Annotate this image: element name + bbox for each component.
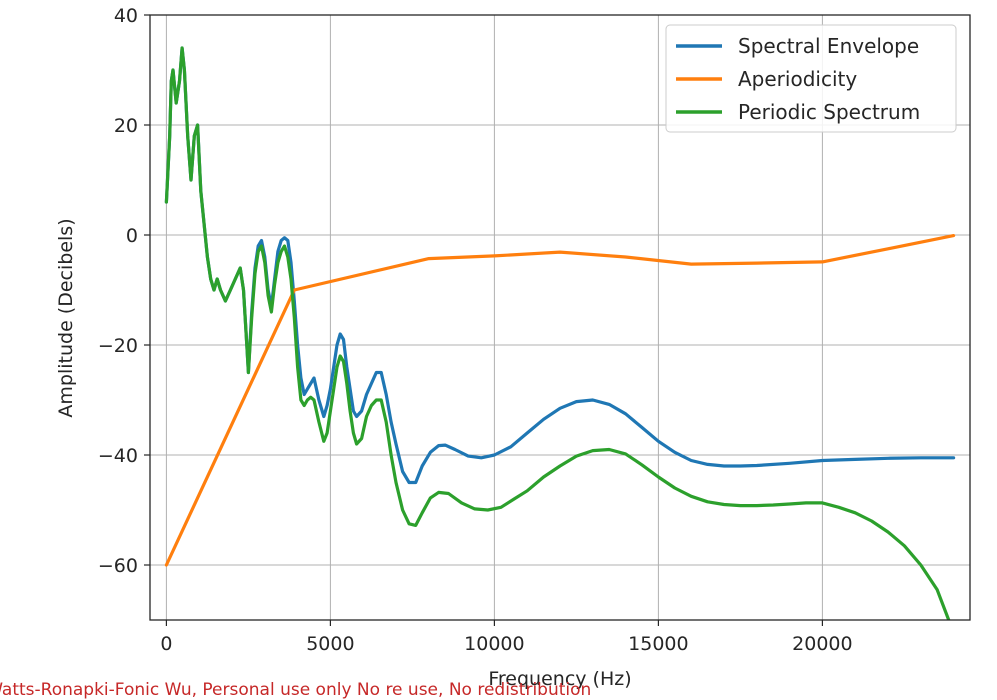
- y-tick-label: −60: [98, 555, 138, 577]
- plot-frame: [149, 14, 971, 621]
- y-tick-label: −20: [98, 335, 138, 357]
- x-axis-label: Frequency (Hz): [488, 668, 631, 690]
- x-tick-label: 5000: [306, 633, 354, 655]
- series-layer: [164, 46, 956, 620]
- y-tick-label: 40: [114, 5, 138, 27]
- x-tick-label: 10000: [464, 633, 524, 655]
- series-line-1: [164, 234, 956, 567]
- legend-label-1: Aperiodicity: [738, 67, 857, 91]
- x-tick-label: 20000: [792, 633, 852, 655]
- x-tick-label: 15000: [628, 633, 688, 655]
- y-axis-label: Amplitude (Decibels): [55, 218, 77, 417]
- x-tick-label: 0: [160, 633, 172, 655]
- legend-box: [665, 24, 957, 133]
- grid: [150, 14, 970, 620]
- legend-label-2: Periodic Spectrum: [738, 100, 920, 124]
- y-tick-label: −40: [98, 445, 138, 467]
- watermark-text: g Watts-Ronapki-Fonic Wu, Personal use o…: [0, 680, 592, 700]
- legend: Spectral Envelope Aperiodicity Periodic Sp…: [665, 24, 957, 133]
- ticks: [144, 14, 824, 626]
- series-line-2: [164, 46, 951, 620]
- legend-label-0: Spectral Envelope: [738, 34, 919, 58]
- y-tick-label: 0: [126, 225, 138, 247]
- tick-labels: 0 5000 10000 15000 20000 40 20 0 −20 −40 −60: [98, 5, 853, 655]
- y-tick-label: 20: [114, 115, 138, 137]
